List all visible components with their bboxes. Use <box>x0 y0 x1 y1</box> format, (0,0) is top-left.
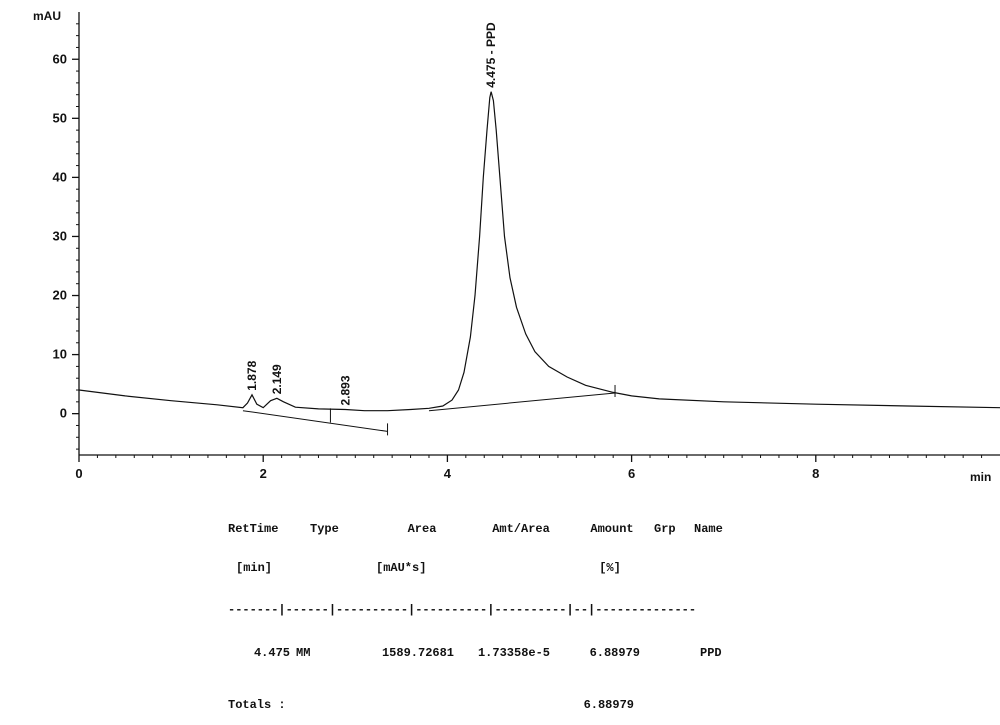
y-axis-unit: mAU <box>33 9 61 23</box>
header-amt-area: Amt/Area <box>492 522 550 536</box>
header-amount-unit: [%] <box>599 561 621 575</box>
report-header-row: RetTime Type Area Amt/Area Amount Grp Name <box>228 523 770 536</box>
integration-baseline <box>428 392 616 412</box>
chromatogram-chart: 0 10 20 30 40 50 60 0 2 4 6 8 1.878 2.149 2.893 4.475 … <box>33 9 1000 484</box>
x-tick-label: 6 <box>628 466 635 481</box>
peak-label: 1.878 <box>245 360 259 390</box>
totals-label: Totals : <box>228 698 286 712</box>
peak-label: 2.149 <box>270 364 284 394</box>
y-tick-label: 30 <box>53 228 67 243</box>
cell-rettime: 4.475 <box>253 646 290 660</box>
header-rettime: RetTime <box>228 522 279 536</box>
cell-name: PPD <box>700 646 722 660</box>
cell-amount: 6.88979 <box>589 646 640 660</box>
header-area-unit: [mAU*s] <box>376 561 427 575</box>
header-type: Type <box>310 522 339 536</box>
integration-report: RetTime Type Area Amt/Area Amount Grp Name [mi… <box>228 497 770 725</box>
report-unit-row: [min] [mAU*s] [%] <box>228 562 770 575</box>
y-tick-label: 40 <box>53 169 67 184</box>
report-separator: -------|------|----------|----------|---… <box>228 603 697 617</box>
baseline-layer <box>242 384 616 436</box>
table-row: 4.475 MM 1589.72681 1.73358e-5 6.88979 PPD <box>228 647 770 660</box>
cell-area: 1589.72681 <box>381 646 454 660</box>
peak-label: 2.893 <box>338 375 352 405</box>
y-tick-label: 0 <box>60 406 67 421</box>
header-amount: Amount <box>590 522 634 536</box>
header-area: Area <box>407 522 437 536</box>
x-tick-label: 4 <box>444 466 452 481</box>
y-tick-label: 20 <box>53 288 67 303</box>
y-tick-label: 10 <box>53 347 67 362</box>
signal-trace <box>78 91 1000 412</box>
totals-amount: 6.88979 <box>583 698 634 712</box>
peak-label: 4.475 - PPD <box>484 22 498 88</box>
x-tick-label: 8 <box>812 466 819 481</box>
integration-baseline <box>242 410 388 432</box>
x-tick-label: 0 <box>75 466 82 481</box>
header-name: Name <box>694 522 723 536</box>
report-totals-row: Totals : 6.88979 <box>228 699 770 712</box>
y-tick-label: 50 <box>53 110 67 125</box>
x-tick-label: 2 <box>260 466 267 481</box>
y-tick-label: 60 <box>53 51 67 66</box>
axes: 0 10 20 30 40 50 60 0 2 4 6 8 <box>53 12 1000 481</box>
header-grp: Grp <box>654 522 676 536</box>
x-axis-unit: min <box>970 470 991 484</box>
header-rettime-unit: [min] <box>236 561 273 575</box>
cell-amt-area: 1.73358e-5 <box>477 646 550 660</box>
peak-labels: 1.878 2.149 2.893 4.475 - PPD <box>245 22 498 405</box>
cell-type: MM <box>296 646 311 660</box>
